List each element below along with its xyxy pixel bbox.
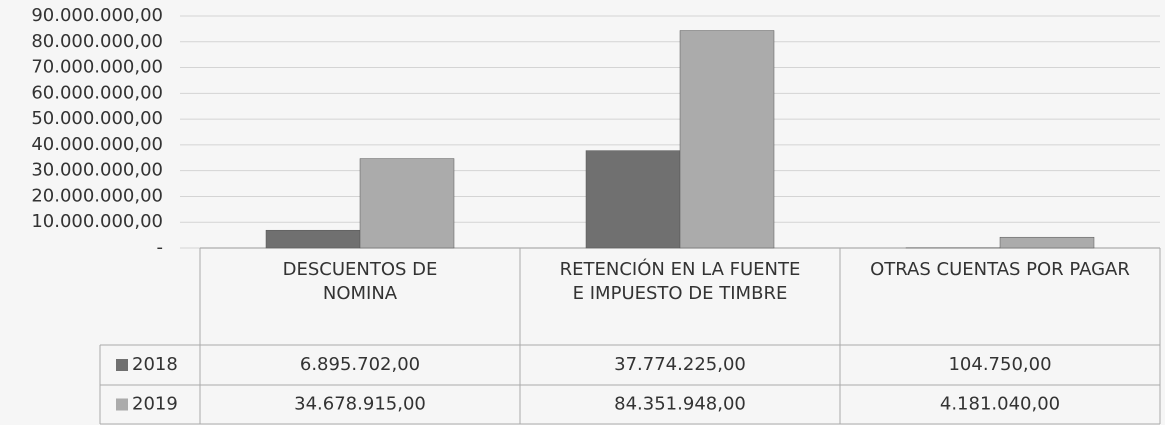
data-label: 84.351.948,00 xyxy=(614,394,746,415)
x-tick-label: OTRAS CUENTAS POR PAGAR xyxy=(870,259,1130,280)
bar xyxy=(265,229,361,249)
bar xyxy=(679,30,775,249)
bar xyxy=(585,150,681,249)
y-tick-label: 50.000.000,00 xyxy=(31,108,163,129)
y-tick-label: 90.000.000,00 xyxy=(31,5,163,26)
x-tick-label: RETENCIÓN EN LA FUENTE E IMPUESTO DE TIM… xyxy=(559,259,801,304)
y-tick-label: - xyxy=(157,237,164,258)
y-tick-label: 10.000.000,00 xyxy=(31,211,163,232)
legend-label: 2019 xyxy=(132,394,178,415)
bar xyxy=(999,236,1095,249)
y-tick-label: 30.000.000,00 xyxy=(31,160,163,181)
data-label: 37.774.225,00 xyxy=(614,354,746,375)
data-label: 4.181.040,00 xyxy=(940,394,1060,415)
legend-swatch xyxy=(116,359,128,371)
legend-label: 2018 xyxy=(132,354,178,375)
bar xyxy=(359,158,455,249)
y-tick-label: 40.000.000,00 xyxy=(31,134,163,155)
data-label: 34.678.915,00 xyxy=(294,394,426,415)
legend-swatch xyxy=(116,398,128,411)
y-tick-label: 20.000.000,00 xyxy=(31,185,163,206)
data-label: 104.750,00 xyxy=(948,354,1051,375)
y-tick-label: 60.000.000,00 xyxy=(31,82,163,103)
x-tick-label: DESCUENTOS DE NOMINA xyxy=(282,259,438,304)
y-tick-label: 70.000.000,00 xyxy=(31,57,163,78)
data-label: 6.895.702,00 xyxy=(300,354,420,375)
y-tick-label: 80.000.000,00 xyxy=(31,31,163,52)
